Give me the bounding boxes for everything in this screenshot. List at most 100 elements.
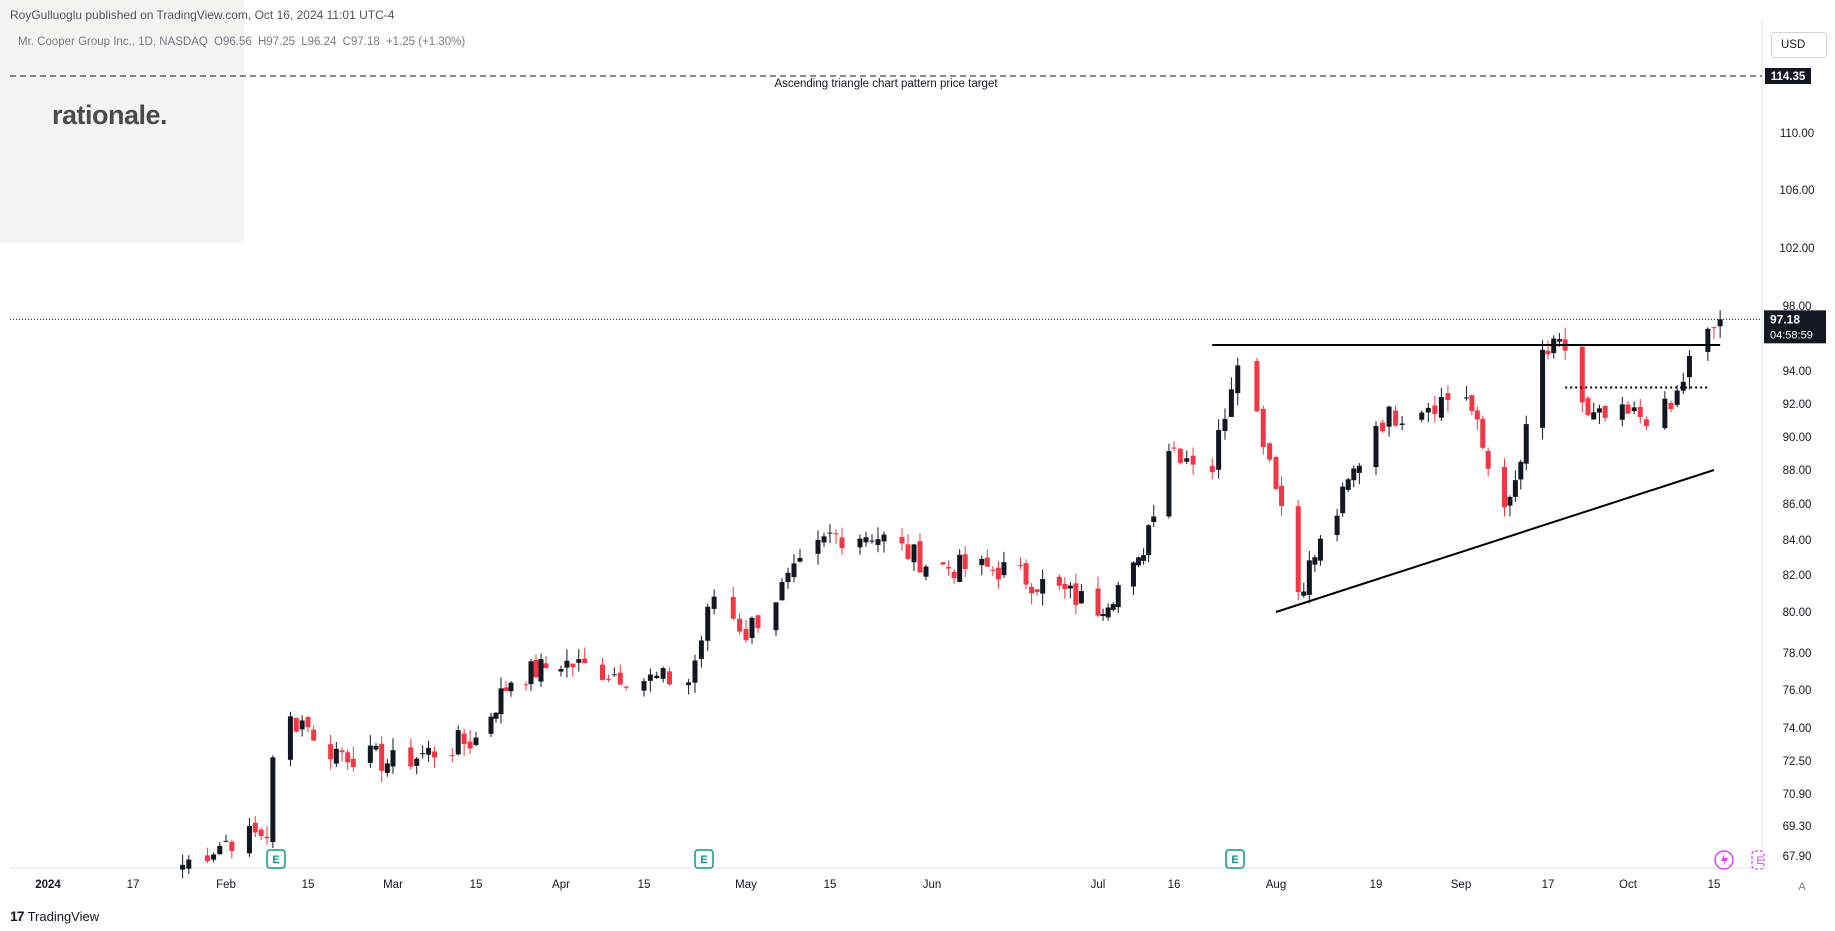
candle-body xyxy=(600,664,605,680)
ohlc-low: L96.24 xyxy=(301,36,337,48)
candle-body xyxy=(1625,404,1631,414)
candle-body xyxy=(1295,506,1301,593)
price-tick-label: 70.90 xyxy=(1783,789,1812,801)
candle-body xyxy=(686,682,692,686)
candle-body xyxy=(791,563,797,578)
candle-body xyxy=(1216,430,1222,470)
candle-body xyxy=(533,659,539,678)
time-tick-label: 2024 xyxy=(35,879,61,891)
candle-body xyxy=(1141,555,1147,561)
price-tick-label: 110.00 xyxy=(1780,128,1814,140)
brand-label: TradingView xyxy=(27,908,100,924)
ohlc-open: O96.56 xyxy=(214,36,252,48)
time-tick-label: Aug xyxy=(1266,879,1286,891)
candle-body xyxy=(1029,586,1035,594)
candle-body xyxy=(1312,557,1318,565)
candle-body xyxy=(1095,588,1101,616)
candle-body xyxy=(1301,591,1307,596)
candle-body xyxy=(1680,381,1686,391)
candle-body xyxy=(1585,398,1591,416)
price-tick-label: 76.00 xyxy=(1783,685,1812,697)
countdown-label: 04:58:59 xyxy=(1770,329,1813,341)
candle-body xyxy=(917,541,923,573)
candle-body xyxy=(995,567,1001,580)
candle-body xyxy=(667,671,672,685)
candle-body xyxy=(449,755,455,757)
candle-body xyxy=(1073,583,1079,606)
candle-body xyxy=(1523,424,1529,464)
candle-body xyxy=(333,748,339,764)
candle-body xyxy=(1345,479,1351,490)
candle-body xyxy=(1317,538,1323,561)
candle-body xyxy=(538,659,544,682)
publisher-info: RoyGulluoglu published on TradingView.co… xyxy=(10,8,395,22)
candle-body xyxy=(350,758,356,767)
candle-body xyxy=(408,747,414,767)
price-tick-label: 106.00 xyxy=(1779,185,1814,197)
candle-body xyxy=(1273,457,1279,489)
candle-body xyxy=(420,753,426,755)
time-tick-label: 15 xyxy=(824,879,837,891)
lightning-event-icon xyxy=(1714,850,1734,870)
candle-body xyxy=(432,751,437,758)
time-tick-label: Feb xyxy=(216,879,236,891)
earnings-badge-icon: E xyxy=(1225,849,1245,869)
earnings-badge-icon: E xyxy=(694,849,714,869)
price-tick-label: 80.00 xyxy=(1783,607,1812,619)
candle-body xyxy=(1619,404,1625,420)
earnings-badge-label: E xyxy=(1231,854,1238,866)
candle-body xyxy=(1393,410,1399,426)
price-tick-label: 90.00 xyxy=(1783,432,1812,444)
price-tick-label: 82.00 xyxy=(1783,570,1812,582)
candle-body xyxy=(946,566,952,569)
candle-body xyxy=(293,717,299,732)
candle-body xyxy=(1480,418,1486,448)
candle-body xyxy=(905,544,911,560)
price-tick-label: 88.00 xyxy=(1783,465,1812,477)
candle-body xyxy=(1711,327,1717,329)
candle-body xyxy=(1485,450,1491,469)
candle-body xyxy=(692,660,698,683)
candle-body xyxy=(611,674,617,676)
candle-body xyxy=(1254,361,1260,412)
price-tick-label: 69.30 xyxy=(1783,821,1812,833)
candle-body xyxy=(1507,496,1513,506)
candle-body xyxy=(270,757,276,843)
auto-scale-button[interactable]: A xyxy=(1798,881,1806,893)
candle-body xyxy=(1717,319,1723,327)
price-tick-label: 86.00 xyxy=(1783,499,1812,511)
candle-body xyxy=(984,557,990,567)
candle-body xyxy=(647,674,653,681)
candle-body xyxy=(749,617,755,638)
candle-body xyxy=(641,681,647,691)
candle-body xyxy=(863,537,869,543)
candle-body xyxy=(1686,355,1692,378)
candle-body xyxy=(1306,560,1312,595)
candle-body xyxy=(1034,589,1040,592)
candle-body xyxy=(875,539,881,545)
candle-body xyxy=(1228,389,1234,417)
candle-body xyxy=(923,566,929,577)
candle-body xyxy=(287,716,293,760)
candle-body xyxy=(558,669,564,672)
price-change: +1.25 (+1.30%) xyxy=(385,36,466,48)
currency-selector[interactable]: USD xyxy=(1771,32,1827,58)
candle-body xyxy=(217,845,223,855)
candle-body xyxy=(1105,607,1111,618)
candle-body xyxy=(1078,591,1084,604)
candle-body xyxy=(962,554,968,570)
candle-body xyxy=(698,640,704,660)
time-tick-label: 17 xyxy=(1542,879,1555,891)
candle-body xyxy=(957,554,963,582)
candle-body xyxy=(367,745,373,763)
candle-body xyxy=(258,829,264,837)
candle-body xyxy=(1340,486,1346,514)
earnings-upcoming-label: E xyxy=(1756,855,1763,867)
candle-body xyxy=(390,750,396,767)
candle-body xyxy=(570,663,576,668)
candle-body xyxy=(654,675,660,679)
candle-body xyxy=(1674,390,1680,405)
candle-body xyxy=(743,628,749,641)
ohlc-high: H97.25 xyxy=(257,36,296,48)
